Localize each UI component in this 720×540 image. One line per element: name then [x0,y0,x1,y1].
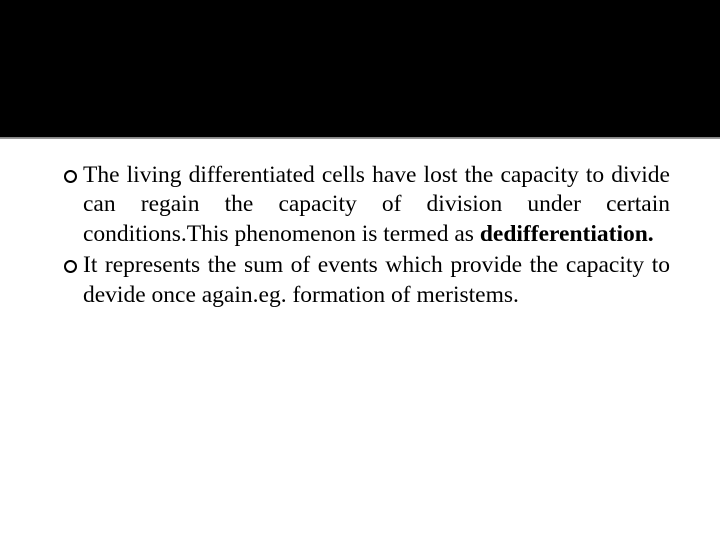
slide-content: The living differentiated cells have los… [0,139,720,312]
bullet-text: It represents the sum of events which pr… [83,251,670,310]
slide-header-band [0,0,720,138]
bullet-item: It represents the sum of events which pr… [50,251,670,310]
bullet-bold-text: dedifferentiation. [480,221,654,247]
bullet-text: The living differentiated cells have los… [83,161,670,249]
bullet-item: The living differentiated cells have los… [50,161,670,249]
bullet-circle-icon [64,170,77,183]
bullet-text-segment: It represents the sum of events which pr… [83,252,670,307]
slide-container: The living differentiated cells have los… [0,0,720,540]
bullet-circle-icon [64,260,77,273]
